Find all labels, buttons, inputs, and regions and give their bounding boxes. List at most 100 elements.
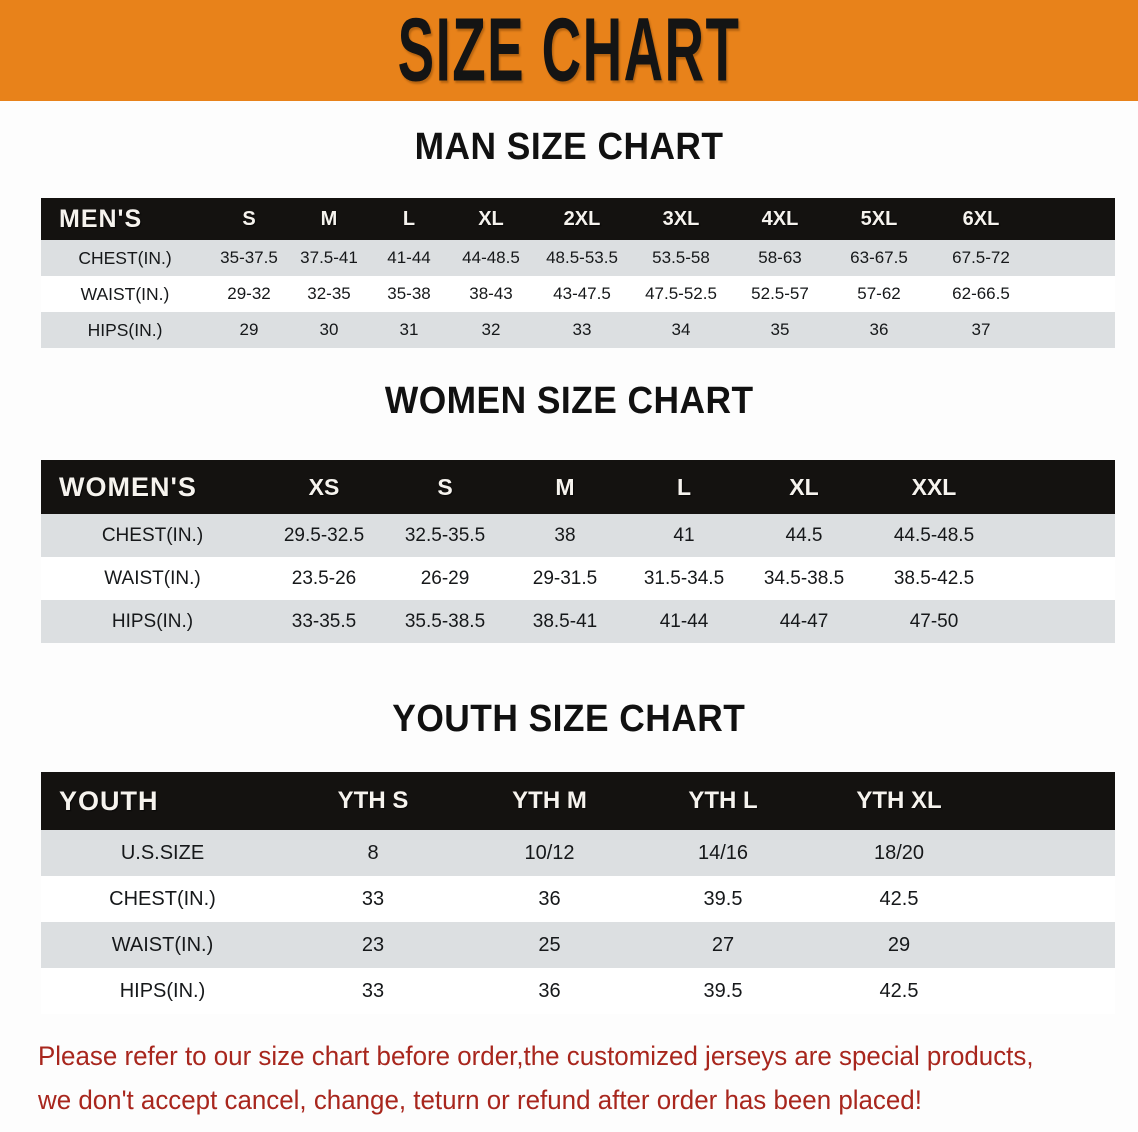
women-col-5: XL [789, 473, 819, 500]
youth-section-title: YOUTH SIZE CHART [0, 698, 1138, 740]
youth-hips-s: 33 [361, 979, 385, 1002]
women-chest-spacer [1004, 514, 1115, 557]
youth-chest-m: 36 [538, 887, 561, 910]
men-chest-5xl: 63-67.5 [850, 248, 908, 267]
men-col-5: 2XL [563, 207, 601, 230]
women-hips-xl: 44-47 [779, 610, 829, 632]
women-section-title-text: WOMEN SIZE CHART [384, 380, 754, 422]
women-waist-xs: 23.5-26 [291, 567, 357, 589]
table-row: WAIST(IN.) 23 25 27 29 [41, 922, 1115, 968]
men-hips-4xl: 35 [770, 320, 790, 339]
youth-col-4: YTH XL [856, 787, 942, 814]
page-banner: SIZE CHART [0, 0, 1138, 101]
men-waist-xl: 38-43 [469, 284, 513, 303]
women-chest-xxl: 44.5-48.5 [893, 524, 975, 546]
women-col-spacer [1004, 460, 1115, 514]
men-row-label-waist: WAIST(IN.) [80, 283, 170, 304]
youth-row-label-ussize: U.S.SIZE [120, 841, 205, 864]
youth-chest-l: 39.5 [703, 887, 743, 910]
women-hips-s: 35.5-38.5 [404, 610, 486, 632]
youth-col-spacer [989, 772, 1115, 830]
men-waist-m: 32-35 [307, 284, 351, 303]
women-hips-xxl: 47-50 [909, 610, 959, 632]
man-section-title: MAN SIZE CHART [0, 126, 1138, 168]
women-waist-xxl: 38.5-42.5 [893, 567, 975, 589]
women-hips-l: 41-44 [659, 610, 709, 632]
order-policy-note-line2: we don't accept cancel, change, teturn o… [38, 1085, 922, 1115]
women-corner-label: WOMEN'S [59, 471, 197, 502]
women-row-label-chest: CHEST(IN.) [101, 524, 204, 546]
men-waist-l: 35-38 [387, 284, 431, 303]
youth-size-table: YOUTH YTH S YTH M YTH L YTH XL U.S.SIZE … [41, 772, 1115, 1014]
order-policy-note: Please refer to our size chart before or… [38, 1034, 1102, 1122]
women-chest-xl: 44.5 [785, 524, 823, 546]
men-waist-6xl: 62-66.5 [952, 284, 1010, 303]
youth-row-label-chest: CHEST(IN.) [109, 887, 216, 910]
youth-waist-xl: 29 [887, 933, 911, 956]
youth-header-row: YOUTH YTH S YTH M YTH L YTH XL [41, 772, 1115, 830]
men-col-1: S [242, 207, 256, 230]
men-waist-s: 29-32 [227, 284, 271, 303]
youth-col-3: YTH L [688, 787, 758, 814]
men-col-8: 5XL [860, 207, 898, 230]
youth-ussize-s: 8 [367, 841, 379, 864]
men-header-row: MEN'S S M L XL 2XL 3XL 4XL 5XL 6XL [41, 198, 1115, 240]
youth-waist-m: 25 [538, 933, 561, 956]
women-col-2: S [437, 473, 453, 500]
men-chest-2xl: 48.5-53.5 [546, 248, 618, 267]
men-hips-3xl: 34 [671, 320, 691, 339]
youth-section-title-text: YOUTH SIZE CHART [392, 698, 746, 740]
table-row: WAIST(IN.) 23.5-26 26-29 29-31.5 31.5-34… [41, 557, 1115, 600]
table-row: HIPS(IN.) 33 36 39.5 42.5 [41, 968, 1115, 1014]
men-hips-xl: 32 [481, 320, 501, 339]
women-chest-s: 32.5-35.5 [404, 524, 486, 546]
banner-title: SIZE CHART [397, 0, 741, 101]
men-hips-6xl: 37 [971, 320, 991, 339]
women-chest-m: 38 [554, 524, 576, 546]
men-col-7: 4XL [761, 207, 799, 230]
men-col-2: M [320, 207, 338, 230]
youth-chest-s: 33 [361, 887, 385, 910]
youth-hips-l: 39.5 [703, 979, 743, 1002]
women-row-label-hips: HIPS(IN.) [111, 610, 194, 632]
youth-table-body: U.S.SIZE 8 10/12 14/16 18/20 CHEST(IN.) … [41, 830, 1115, 1014]
men-chest-l: 41-44 [387, 248, 431, 267]
men-chest-3xl: 53.5-58 [652, 248, 710, 267]
men-chest-s: 35-37.5 [220, 248, 278, 267]
women-table-head: WOMEN'S XS S M L XL XXL [41, 460, 1115, 514]
men-col-spacer [1033, 198, 1115, 240]
men-col-9: 6XL [962, 207, 1000, 230]
men-waist-spacer [1033, 276, 1115, 312]
women-waist-l: 31.5-34.5 [643, 567, 725, 589]
men-chest-m: 37.5-41 [300, 248, 358, 267]
men-hips-2xl: 33 [572, 320, 592, 339]
men-hips-5xl: 36 [869, 320, 889, 339]
table-row: U.S.SIZE 8 10/12 14/16 18/20 [41, 830, 1115, 876]
women-waist-spacer [1004, 557, 1115, 600]
men-chest-4xl: 58-63 [758, 248, 802, 267]
table-row: HIPS(IN.) 33-35.5 35.5-38.5 38.5-41 41-4… [41, 600, 1115, 643]
youth-col-2: YTH M [512, 787, 587, 814]
youth-hips-m: 36 [538, 979, 561, 1002]
youth-col-1: YTH S [337, 787, 409, 814]
men-table-head: MEN'S S M L XL 2XL 3XL 4XL 5XL 6XL [41, 198, 1115, 240]
youth-waist-spacer [989, 922, 1115, 968]
women-size-table: WOMEN'S XS S M L XL XXL CHEST(IN.) 29.5-… [41, 460, 1115, 643]
youth-chest-xl: 42.5 [879, 887, 919, 910]
order-policy-note-line1: Please refer to our size chart before or… [38, 1041, 1034, 1071]
men-col-3: L [402, 207, 416, 230]
youth-ussize-xl: 18/20 [873, 841, 925, 864]
men-chest-6xl: 67.5-72 [952, 248, 1010, 267]
women-chest-xs: 29.5-32.5 [283, 524, 365, 546]
man-section-title-text: MAN SIZE CHART [414, 126, 724, 168]
men-col-4: XL [478, 207, 504, 230]
women-header-row: WOMEN'S XS S M L XL XXL [41, 460, 1115, 514]
men-waist-5xl: 57-62 [857, 284, 901, 303]
men-hips-l: 31 [399, 320, 419, 339]
men-row-label-hips: HIPS(IN.) [87, 319, 163, 340]
women-col-4: L [676, 473, 692, 500]
women-col-3: M [555, 473, 575, 500]
women-row-label-waist: WAIST(IN.) [104, 567, 201, 589]
men-hips-m: 30 [319, 320, 339, 339]
table-row: CHEST(IN.) 33 36 39.5 42.5 [41, 876, 1115, 922]
